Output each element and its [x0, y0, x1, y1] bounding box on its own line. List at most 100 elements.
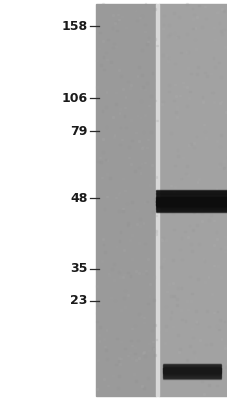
Bar	[176, 36, 178, 38]
Bar	[142, 222, 144, 224]
Bar	[118, 210, 119, 212]
Bar	[118, 357, 120, 359]
Bar	[146, 138, 148, 140]
Bar	[96, 320, 98, 322]
Bar	[201, 102, 203, 103]
Bar	[219, 76, 221, 78]
Bar	[215, 238, 217, 240]
Bar	[100, 64, 101, 66]
Bar	[137, 140, 139, 142]
Bar	[194, 310, 196, 312]
Bar	[216, 265, 218, 266]
Bar	[142, 351, 144, 353]
Bar	[106, 196, 108, 197]
Bar	[153, 354, 155, 356]
Bar	[222, 10, 224, 12]
Text: 158: 158	[61, 20, 87, 32]
Bar	[98, 302, 100, 304]
Bar	[217, 268, 219, 270]
Bar	[114, 92, 116, 93]
Bar	[126, 202, 128, 204]
Bar	[166, 35, 168, 36]
Bar	[188, 380, 190, 382]
Bar	[194, 357, 195, 359]
Bar	[128, 225, 130, 227]
Bar	[100, 260, 102, 262]
Bar	[146, 201, 148, 202]
Bar	[136, 75, 138, 77]
Bar	[106, 173, 107, 174]
Bar	[162, 369, 220, 370]
Bar	[183, 325, 185, 327]
Bar	[207, 326, 209, 327]
Bar	[215, 12, 217, 14]
Bar	[210, 73, 211, 74]
Bar	[186, 206, 188, 208]
Bar	[114, 21, 116, 22]
Bar	[103, 378, 105, 380]
Bar	[130, 163, 131, 165]
Bar	[142, 318, 144, 320]
Bar	[148, 350, 149, 351]
Bar	[143, 24, 145, 25]
Bar	[185, 33, 187, 35]
Bar	[162, 373, 220, 374]
Bar	[118, 276, 120, 278]
Bar	[127, 81, 128, 82]
Bar	[223, 251, 225, 252]
Bar	[139, 225, 141, 227]
Bar	[111, 34, 112, 36]
Bar	[170, 46, 172, 47]
Bar	[213, 39, 215, 40]
Bar	[217, 364, 219, 366]
Bar	[161, 28, 163, 29]
Bar	[144, 3, 146, 4]
Bar	[219, 248, 220, 249]
Bar	[146, 40, 148, 42]
Bar	[97, 359, 99, 361]
Bar	[184, 231, 185, 232]
Bar	[149, 33, 151, 35]
Bar	[105, 329, 107, 331]
Bar	[188, 276, 190, 277]
Bar	[162, 367, 220, 368]
Bar	[193, 39, 195, 40]
Bar	[207, 174, 209, 175]
Bar	[218, 102, 220, 104]
Bar	[185, 359, 187, 361]
Bar	[114, 364, 116, 365]
Bar	[216, 379, 218, 380]
Bar	[142, 60, 143, 62]
Bar	[194, 271, 196, 273]
Bar	[162, 375, 220, 376]
Bar	[191, 229, 193, 231]
Bar	[132, 146, 134, 147]
Bar	[171, 282, 173, 284]
Bar	[155, 202, 227, 203]
Bar	[205, 75, 207, 77]
Bar	[119, 363, 121, 365]
Bar	[114, 46, 116, 47]
Bar	[109, 380, 111, 381]
Bar	[140, 148, 142, 149]
Bar	[115, 338, 117, 339]
Bar	[97, 19, 99, 20]
Bar	[207, 21, 208, 22]
Bar	[189, 51, 190, 52]
Bar	[225, 270, 227, 271]
Bar	[194, 213, 196, 214]
Bar	[106, 59, 108, 60]
Bar	[225, 118, 227, 120]
Bar	[190, 328, 192, 330]
Bar	[107, 273, 109, 274]
Bar	[179, 344, 181, 346]
Bar	[123, 107, 125, 108]
Bar	[104, 207, 106, 209]
Bar	[217, 165, 219, 167]
Bar	[111, 268, 113, 270]
Bar	[136, 210, 137, 211]
Bar	[203, 281, 205, 283]
Bar	[224, 116, 226, 118]
Bar	[151, 385, 153, 386]
Bar	[216, 311, 217, 312]
